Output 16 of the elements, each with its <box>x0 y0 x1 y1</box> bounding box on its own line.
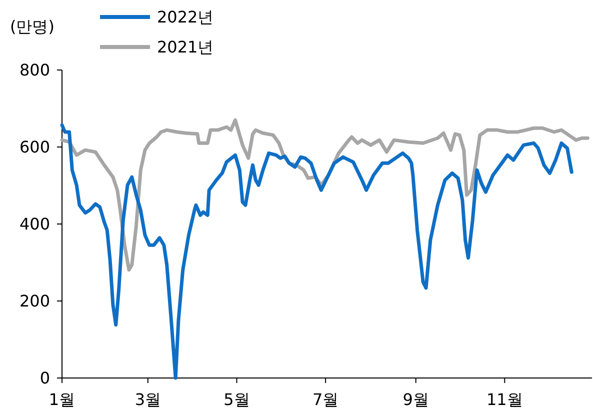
x-tick-label: 5월 <box>224 390 250 409</box>
x-tick-label: 11월 <box>486 390 523 409</box>
y-axis-title: (만명) <box>10 17 54 36</box>
line-series <box>60 123 574 380</box>
y-tick-label: 200 <box>19 292 50 311</box>
y-tick-label: 600 <box>19 138 50 157</box>
y-tick-label: 800 <box>19 60 50 80</box>
line-series <box>60 118 590 272</box>
x-tick-label: 1월 <box>48 390 76 409</box>
legend-label: 2022년 <box>157 8 214 27</box>
x-tick-label: 7월 <box>312 390 339 409</box>
x-tick-label: 9월 <box>402 390 429 409</box>
x-tick-label: 3월 <box>134 390 161 409</box>
legend-label: 2021년 <box>157 38 214 57</box>
y-tick-label: 400 <box>19 214 50 234</box>
y-tick-label: 0 <box>40 368 50 388</box>
